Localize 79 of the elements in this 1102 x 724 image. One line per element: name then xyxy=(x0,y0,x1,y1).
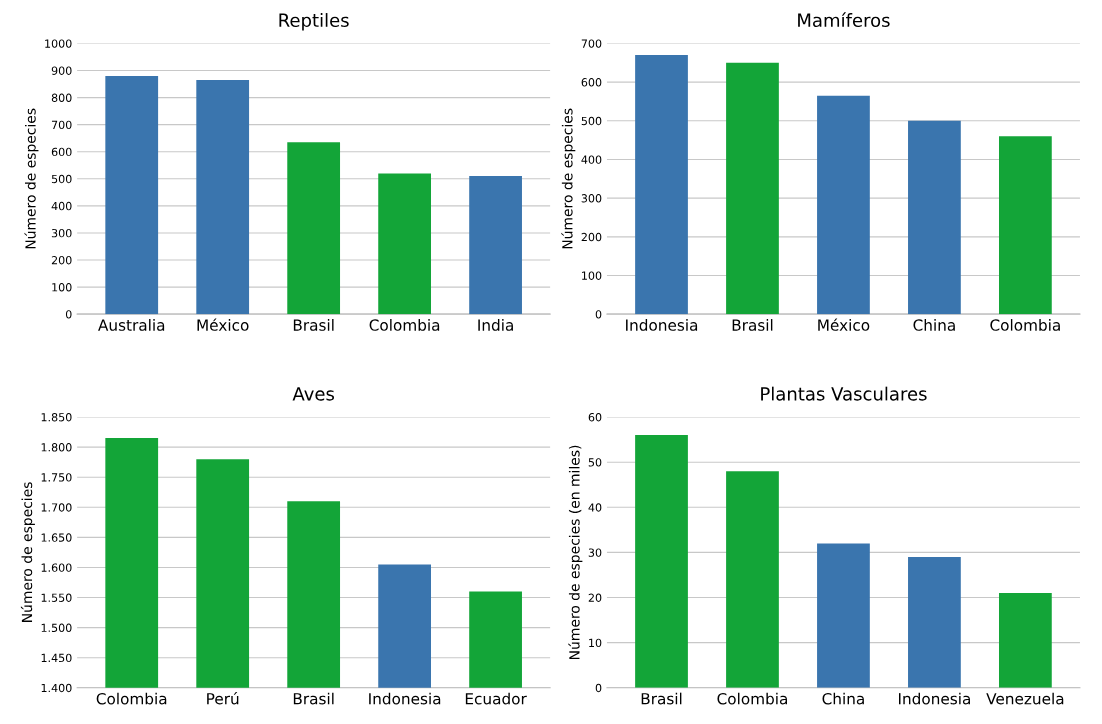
y-tick-label: 100 xyxy=(582,271,602,280)
y-tick-label: 20 xyxy=(588,593,602,602)
x-tick-label: China xyxy=(913,319,955,331)
y-tick-label: 0 xyxy=(595,310,602,319)
y-tick-label: 30 xyxy=(588,548,602,557)
y-tick-label: 1000 xyxy=(45,39,72,48)
bar xyxy=(726,62,779,315)
y-tick-label: 50 xyxy=(588,458,602,467)
y-tick-label: 0 xyxy=(65,310,72,319)
x-tick-label: China xyxy=(822,692,864,705)
y-tick-label: 1.550 xyxy=(41,593,72,602)
y-tick-label: 1.450 xyxy=(41,653,72,663)
y-tick-label: 200 xyxy=(581,232,602,242)
x-tick-label: Brasil xyxy=(293,319,334,331)
y-tick-label: 700 xyxy=(51,120,72,130)
y-tick-label: 60 xyxy=(588,413,602,422)
bar xyxy=(817,543,870,688)
y-tick-label: 1.400 xyxy=(41,683,72,693)
x-tick-label: Indonesia xyxy=(369,692,441,705)
y-tick-label: 1.750 xyxy=(41,473,72,482)
x-tick-label: Brasil xyxy=(641,692,682,705)
y-tick-label: 40 xyxy=(588,503,602,512)
x-tick-label: Indonesia xyxy=(626,319,698,331)
y-tick-label: 400 xyxy=(581,155,602,164)
x-tick-label: Colombia xyxy=(990,319,1060,331)
y-tick-label: 400 xyxy=(51,201,72,211)
y-tick-label: 1.600 xyxy=(41,563,72,572)
y-tick-label: 1.850 xyxy=(41,413,72,422)
chart-title: Aves xyxy=(292,387,335,401)
x-tick-label: Australia xyxy=(98,319,165,331)
y-tick-label: 600 xyxy=(581,78,602,87)
x-tick-label: Ecuador xyxy=(465,692,527,705)
bar xyxy=(908,556,961,688)
bar xyxy=(908,120,961,315)
x-tick-label: Perú xyxy=(207,692,239,705)
y-tick-label: 100 xyxy=(52,283,72,292)
y-axis-title: Número de especies xyxy=(24,108,39,249)
chart-title: Plantas Vasculares xyxy=(761,386,927,401)
bar xyxy=(635,55,688,315)
y-tick-label: 600 xyxy=(51,147,72,157)
y-axis-title: Número de especies (en miles) xyxy=(568,445,583,659)
y-tick-label: 300 xyxy=(581,194,602,203)
x-tick-label: Brasil xyxy=(732,319,773,331)
bar xyxy=(999,136,1052,315)
bar xyxy=(635,435,688,688)
y-tick-label: 300 xyxy=(51,228,72,238)
x-tick-label: México xyxy=(818,318,870,331)
bar xyxy=(726,471,779,688)
bar xyxy=(817,95,870,315)
y-axis-title: Número de especies xyxy=(20,482,35,622)
x-tick-label: Colombia xyxy=(717,692,787,705)
bar xyxy=(999,593,1052,688)
x-tick-label: Brasil xyxy=(293,692,334,705)
y-tick-label: 800 xyxy=(51,93,72,102)
x-tick-label: Colombia xyxy=(96,692,167,705)
y-tick-label: 500 xyxy=(51,174,72,184)
y-tick-label: 1.500 xyxy=(41,623,72,633)
x-tick-label: Indonesia xyxy=(898,692,970,705)
y-tick-label: 200 xyxy=(51,256,72,265)
bar xyxy=(287,142,341,315)
y-axis-title: Número de especies xyxy=(561,108,576,249)
bar xyxy=(105,75,159,315)
y-tick-label: 900 xyxy=(51,66,72,75)
x-tick-label: Venezuela xyxy=(986,692,1064,705)
x-tick-label: México xyxy=(197,318,249,331)
y-tick-label: 700 xyxy=(581,39,602,48)
y-tick-label: 1.700 xyxy=(41,503,72,512)
bar xyxy=(469,176,522,315)
chart-title: Mamíferos xyxy=(798,12,890,28)
chart-title: Reptiles xyxy=(279,13,349,31)
y-tick-label: 10 xyxy=(589,638,602,648)
y-tick-label: 500 xyxy=(581,116,602,126)
bar xyxy=(196,79,250,315)
x-tick-label: India xyxy=(478,319,513,331)
y-tick-label: 1.800 xyxy=(41,443,72,452)
x-tick-label: Colombia xyxy=(369,319,440,331)
bar xyxy=(378,173,431,315)
y-tick-label: 0 xyxy=(595,683,602,693)
y-tick-label: 1.650 xyxy=(41,533,72,542)
